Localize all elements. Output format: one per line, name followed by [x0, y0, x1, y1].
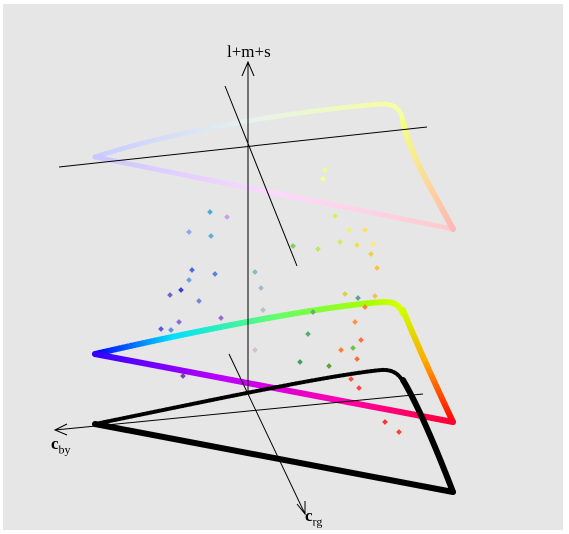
rg-axis: [228, 353, 306, 515]
sample-point: [186, 229, 192, 235]
sample-point: [358, 337, 364, 343]
by-axis-arrowhead: [53, 423, 68, 436]
by-axis-label-sub: by: [58, 442, 71, 457]
sample-point: [396, 429, 402, 435]
sample-point: [332, 213, 338, 219]
rg-axis-label-sub: rg: [312, 514, 323, 529]
sample-point: [362, 227, 368, 233]
sample-point: [326, 363, 332, 369]
sample-point: [297, 359, 303, 365]
sample-point: [178, 287, 184, 293]
color-space-diagram: [53, 60, 456, 516]
sample-point: [310, 309, 316, 315]
sample-point: [356, 385, 362, 391]
axes: [53, 60, 428, 516]
figure-frame: l+m+s cby crg: [3, 4, 563, 530]
top-axis-diagonal: [224, 85, 298, 267]
sample-point: [260, 307, 266, 313]
sample-point: [338, 347, 344, 353]
sample-point: [305, 331, 311, 337]
sample-point: [382, 419, 388, 425]
sample-point: [352, 319, 358, 325]
sample-point: [315, 246, 321, 252]
sample-point: [212, 271, 218, 277]
sample-point: [186, 277, 192, 283]
sample-point: [354, 242, 360, 248]
sample-point: [168, 327, 174, 333]
vertical-axis-label: l+m+s: [227, 42, 271, 61]
sample-point: [167, 292, 173, 298]
color-samples: [158, 167, 402, 435]
sample-point: [180, 373, 186, 379]
top-edges: [92, 101, 456, 232]
sample-point: [252, 269, 258, 275]
sample-point: [354, 356, 360, 362]
rg-axis-label-main: c: [305, 506, 313, 525]
sample-point: [368, 251, 374, 257]
vertical-axis-arrowhead: [241, 60, 255, 77]
by-axis: [54, 393, 424, 431]
by-axis-label: cby: [51, 434, 71, 457]
sample-point: [348, 376, 354, 382]
bottom-locus: [92, 367, 456, 495]
sample-point: [207, 209, 213, 215]
top-axis-horizontal: [58, 126, 428, 168]
sample-point: [346, 227, 352, 233]
sample-point: [342, 291, 348, 297]
by-axis-label-main: c: [51, 434, 59, 453]
sample-point: [355, 295, 361, 301]
sample-point: [362, 304, 368, 310]
sample-point: [196, 298, 202, 304]
rg-axis-label: crg: [305, 506, 322, 529]
sample-point: [290, 243, 296, 249]
sample-point: [208, 233, 214, 239]
sample-point: [374, 265, 380, 271]
rg-axis-arrowhead: [296, 501, 306, 516]
sample-point: [370, 241, 376, 247]
sample-point: [372, 293, 378, 299]
sample-point: [252, 347, 258, 353]
sample-point: [337, 239, 343, 245]
sample-point: [176, 319, 182, 325]
sample-point: [322, 167, 328, 173]
sample-point: [350, 345, 356, 351]
sample-point: [320, 176, 326, 182]
sample-point: [224, 214, 230, 220]
sample-point: [218, 315, 224, 321]
sample-point: [189, 267, 195, 273]
sample-point: [158, 326, 164, 332]
sample-point: [258, 285, 264, 291]
